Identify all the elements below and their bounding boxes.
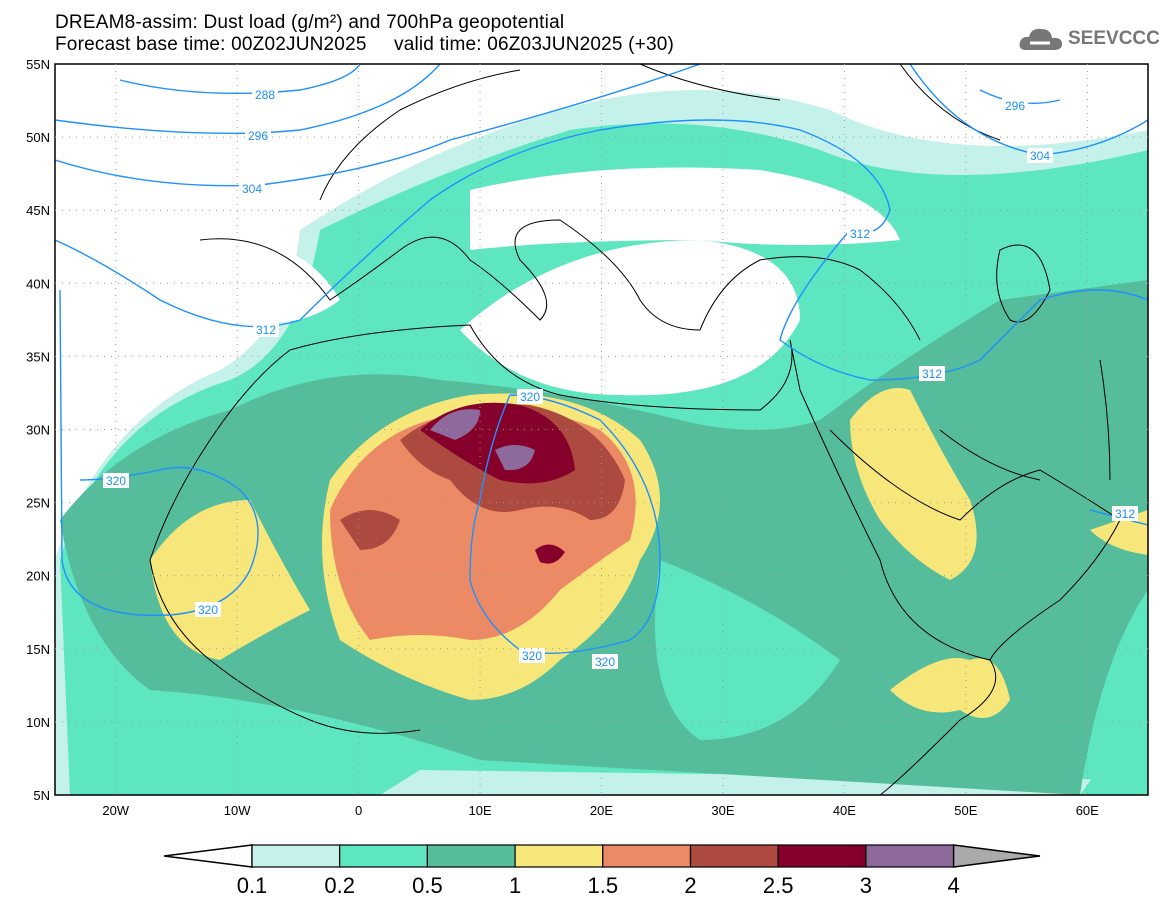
dust-band-3-b (495, 445, 535, 471)
lon-label: 60E (1076, 803, 1099, 818)
lat-label: 20N (26, 569, 50, 584)
contour-label-bg (103, 473, 129, 488)
contour-label: 320 (106, 474, 126, 488)
lon-label: 20W (102, 803, 129, 818)
lat-label: 45N (26, 203, 50, 218)
coastlines (149, 64, 1121, 795)
lat-label: 55N (26, 57, 50, 72)
seevccc-logo: SEEVCCC (1018, 26, 1160, 52)
lat-label: 15N (26, 642, 50, 657)
lon-label: 10E (468, 803, 491, 818)
no-dust-iberia (200, 238, 340, 323)
coastline-caspian (996, 244, 1051, 323)
map-title: DREAM8-assim: Dust load (g/m²) and 700hP… (55, 12, 565, 33)
contour-labels: 288 296 304 312 320 320 320 320 320 312 312 312 304 2… (103, 87, 1138, 669)
contour-label-bg (239, 181, 265, 196)
contour-label-bg (847, 226, 873, 241)
contour-label: 320 (595, 655, 615, 669)
no-dust-europe (470, 167, 900, 250)
contour-label: 288 (255, 88, 275, 102)
dust-band-1-west (150, 500, 310, 660)
lat-label: 50N (26, 130, 50, 145)
lon-label: 30E (711, 803, 734, 818)
colorbar-swatch (777, 844, 867, 868)
lat-label: 25N (26, 496, 50, 511)
coastline-europe (199, 219, 921, 341)
longitude-axis: 20W 10W 0 10E 20E 30E 40E 50E 60E (102, 64, 1099, 818)
colorbar-swatch (865, 844, 955, 868)
contour-label: 320 (198, 603, 218, 617)
colorbar-label: 1.5 (588, 873, 619, 898)
contour-320 (59, 289, 661, 655)
coastline-north (319, 64, 1001, 201)
lon-label: 20E (590, 803, 613, 818)
contour-label: 312 (256, 323, 276, 337)
colorbar: 0.1 0.2 0.5 1 1.5 2 2.5 3 4 (163, 844, 1041, 898)
colorbar-swatch (251, 844, 341, 868)
colorbar-label: 0.2 (324, 873, 355, 898)
lon-label: 50E (954, 803, 977, 818)
dust-band-2-b (340, 510, 400, 550)
colorbar-label: 3 (860, 873, 872, 898)
contour-label: 304 (242, 182, 262, 196)
dust-band-3 (430, 409, 480, 440)
lat-label: 30N (26, 423, 50, 438)
colorbar-swatch (426, 844, 516, 868)
dust-field (55, 90, 1148, 795)
colorbar-label: 0.1 (237, 873, 268, 898)
contour-label-bg (1027, 148, 1053, 163)
latitude-axis: 55N 50N 45N 40N 35N 30N 25N 20N 15N 10N 5N (26, 57, 1148, 803)
coastline-west-africa (149, 349, 421, 734)
contour-label-bg (592, 654, 618, 669)
contour-label-bg (245, 128, 271, 143)
coastline-arabia (829, 429, 1121, 661)
colorbar-label: 4 (947, 873, 959, 898)
cloud-icon (1019, 28, 1062, 50)
lon-label: 10W (224, 803, 251, 818)
contour-label: 320 (522, 649, 542, 663)
dust-band-2.5-b (535, 544, 565, 564)
contour-label-bg (1002, 98, 1028, 113)
contour-label-bg (1112, 506, 1138, 521)
dust-band-1-arabia (850, 388, 977, 580)
colorbar-over-arrow (952, 844, 1041, 868)
contour-label: 312 (1115, 507, 1135, 521)
lon-label: 40E (833, 803, 856, 818)
contour-label: 312 (922, 367, 942, 381)
contour-label-bg (517, 389, 543, 404)
contour-label: 296 (1005, 99, 1025, 113)
colorbar-swatch (689, 844, 779, 868)
lat-label: 40N (26, 276, 50, 291)
coastline-gulf (939, 359, 1111, 481)
contour-label-bg (195, 602, 221, 617)
colorbar-label: 2 (684, 873, 696, 898)
colorbar-swatch (514, 844, 604, 868)
colorbar-label: 0.5 (412, 873, 443, 898)
contour-296 (55, 64, 441, 135)
lat-label: 10N (26, 715, 50, 730)
dust-band-0.2-patch (655, 560, 840, 740)
lat-label: 35N (26, 349, 50, 364)
dust-band-1-yemen (890, 658, 1010, 718)
contour-288 (119, 64, 361, 95)
contour-label: 312 (850, 227, 870, 241)
contour-label-bg (252, 87, 278, 102)
colorbar-label: 2.5 (763, 873, 794, 898)
contour-label: 296 (248, 129, 268, 143)
contour-label-bg (519, 648, 545, 663)
colorbar-under-arrow (163, 844, 253, 868)
contour-label: 304 (1030, 149, 1050, 163)
lat-label: 5N (33, 788, 50, 803)
colorbar-swatch (602, 844, 692, 868)
coastline-africa (289, 324, 997, 795)
lon-label: 0 (355, 803, 362, 818)
contour-label: 320 (520, 390, 540, 404)
contour-label-bg (253, 322, 279, 337)
colorbar-swatch (339, 844, 429, 868)
forecast-times: Forecast base time: 00Z02JUN2025 valid t… (55, 34, 675, 55)
colorbar-label: 1 (509, 873, 521, 898)
contour-label-bg (919, 366, 945, 381)
logo-text: SEEVCCC (1068, 28, 1160, 49)
